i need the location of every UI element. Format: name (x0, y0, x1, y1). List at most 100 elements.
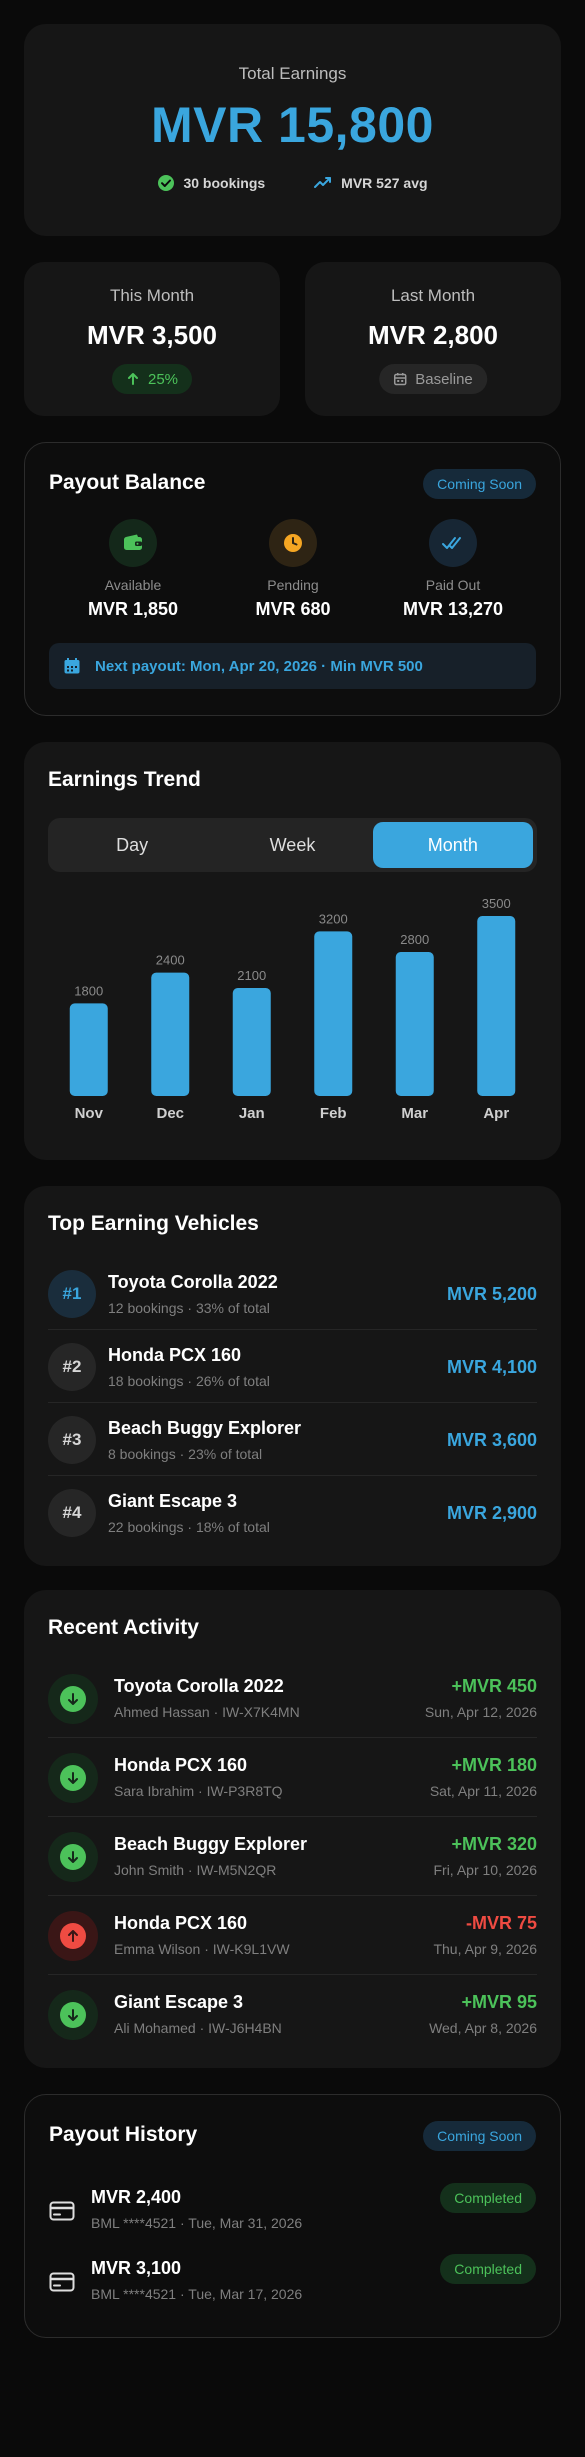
total-earnings-value: MVR 15,800 (151, 97, 434, 153)
coming-soon-badge: Coming Soon (423, 2121, 536, 2151)
average-stat: MVR 527 avg (313, 174, 428, 192)
this-month-card: This Month MVR 3,500 25% (24, 262, 280, 416)
recent-activity-title: Recent Activity (48, 1616, 199, 1639)
activity-customer: John Smith · IW-M5N2QR (114, 1862, 277, 1878)
earnings-trend-title: Earnings Trend (48, 768, 201, 791)
total-earnings-label: Total Earnings (238, 64, 347, 83)
activity-vehicle: Giant Escape 3 (114, 1992, 244, 2012)
activity-date: Fri, Apr 10, 2026 (433, 1862, 537, 1878)
wallet-icon (109, 519, 157, 567)
credit-card-icon (49, 2272, 75, 2292)
vehicle-earnings: MVR 2,900 (446, 1503, 537, 1523)
clock-icon (269, 519, 317, 567)
outgoing-icon (48, 1911, 98, 1961)
baseline-label: Baseline (415, 370, 473, 388)
bar-apr[interactable] (477, 916, 516, 1096)
activity-row[interactable]: Honda PCX 160 Emma Wilson · IW-K9L1VW -M… (48, 1897, 537, 1975)
activity-amount: +MVR 450 (451, 1676, 537, 1696)
tab-week[interactable]: Week (269, 834, 316, 855)
activity-row[interactable]: Beach Buggy Explorer John Smith · IW-M5N… (48, 1818, 537, 1896)
incoming-icon (48, 1674, 98, 1724)
activity-customer: Sara Ibrahim · IW-P3R8TQ (114, 1783, 283, 1799)
available-label: Available (104, 577, 162, 593)
payout-row[interactable]: MVR 3,100 BML ****4521 · Tue, Mar 17, 20… (49, 2252, 536, 2322)
bar-mar[interactable] (395, 952, 434, 1096)
activity-row[interactable]: Toyota Corolla 2022 Ahmed Hassan · IW-X7… (48, 1660, 537, 1738)
vehicle-name: Toyota Corolla 2022 (108, 1272, 278, 1292)
payout-amount: MVR 2,400 (91, 2187, 182, 2207)
bar-value-label: 3200 (319, 911, 348, 926)
x-tick-label: Apr (483, 1105, 509, 1122)
earnings-trend-card: Earnings Trend Day Week Month 1800 Nov 240… (24, 742, 561, 1160)
bar-feb[interactable] (314, 931, 353, 1096)
vehicle-earnings: MVR 4,100 (446, 1357, 537, 1377)
coming-soon-badge: Coming Soon (423, 469, 536, 499)
trending-up-icon (314, 177, 332, 188)
vehicle-name: Honda PCX 160 (108, 1345, 242, 1365)
payout-history-title: Payout History (49, 2123, 198, 2146)
payout-details: BML ****4521 · Tue, Mar 31, 2026 (91, 2215, 303, 2231)
payout-details: BML ****4521 · Tue, Mar 17, 2026 (91, 2286, 303, 2302)
activity-vehicle: Toyota Corolla 2022 (114, 1676, 284, 1696)
vehicle-row[interactable]: #3 Beach Buggy Explorer 8 bookings · 23%… (48, 1404, 537, 1476)
bar-dec[interactable] (151, 972, 190, 1096)
pending-value: MVR 680 (255, 599, 331, 619)
activity-date: Wed, Apr 8, 2026 (429, 2020, 537, 2036)
next-payout-text: Next payout: Mon, Apr 20, 2026 · Min MVR… (95, 657, 423, 675)
credit-card-icon (49, 2201, 75, 2221)
activity-vehicle: Beach Buggy Explorer (114, 1834, 308, 1854)
recent-activity-card: Recent Activity Toyota Corolla 2022 Ahme… (24, 1590, 561, 2068)
bar-value-label: 2100 (237, 968, 266, 983)
tab-month[interactable]: Month (372, 822, 533, 868)
last-month-card: Last Month MVR 2,800 Baseline (305, 262, 561, 416)
bar-value-label: 2800 (400, 932, 429, 947)
activity-date: Sat, Apr 11, 2026 (429, 1783, 537, 1799)
payout-history-card: Payout History Coming Soon MVR 2,400 BML… (24, 2094, 561, 2338)
activity-date: Sun, Apr 12, 2026 (424, 1704, 537, 1720)
activity-list: Toyota Corolla 2022 Ahmed Hassan · IW-X7… (24, 1660, 561, 2060)
bar-jan[interactable] (232, 988, 271, 1096)
payout-row[interactable]: MVR 2,400 BML ****4521 · Tue, Mar 31, 20… (49, 2181, 536, 2251)
payout-balance-title: Payout Balance (49, 471, 206, 494)
activity-customer: Ahmed Hassan · IW-X7K4MN (114, 1704, 300, 1720)
last-month-value: MVR 2,800 (367, 320, 499, 350)
payout-balance-card: Payout Balance Coming Soon Available MVR… (24, 442, 561, 716)
pending-balance: Pending MVR 680 (203, 519, 383, 620)
vehicle-row[interactable]: #1 Toyota Corolla 2022 12 bookings · 33%… (48, 1258, 537, 1330)
check-circle-icon (158, 175, 175, 191)
bar-value-label: 1800 (74, 983, 103, 998)
vehicle-name: Giant Escape 3 (108, 1491, 238, 1511)
vehicle-stats: 18 bookings · 26% of total (108, 1373, 270, 1389)
vehicle-name: Beach Buggy Explorer (108, 1418, 302, 1438)
activity-row[interactable]: Giant Escape 3 Ali Mohamed · IW-J6H4BN +… (48, 1976, 537, 2054)
this-month-label: This Month (109, 286, 195, 305)
vehicle-row[interactable]: #2 Honda PCX 160 18 bookings · 26% of to… (48, 1331, 537, 1403)
tab-day[interactable]: Day (116, 834, 149, 855)
vehicle-stats: 8 bookings · 23% of total (108, 1446, 263, 1462)
average-value: MVR 527 avg (341, 175, 428, 191)
bar-nov[interactable] (69, 1003, 108, 1096)
available-value: MVR 1,850 (87, 599, 179, 619)
bookings-stat: 30 bookings (157, 174, 265, 192)
x-tick-label: Mar (401, 1105, 428, 1122)
earnings-bar-chart: 1800 Nov 2400 Dec 2100 Jan 3200 Feb 2800 Mar 3500 A… (69, 896, 516, 1122)
next-payout-banner: Next payout: Mon, Apr 20, 2026 · Min MVR… (49, 643, 536, 689)
incoming-icon (48, 1990, 98, 2040)
pending-label: Pending (267, 577, 319, 593)
vehicle-list: #1 Toyota Corolla 2022 12 bookings · 33%… (24, 1258, 561, 1548)
x-tick-label: Nov (75, 1105, 104, 1122)
paid-out-balance: Paid Out MVR 13,270 (363, 519, 543, 620)
payout-amount: MVR 3,100 (91, 2258, 182, 2278)
x-tick-label: Jan (239, 1105, 265, 1122)
calendar-icon (393, 373, 407, 386)
vehicle-row[interactable]: #4 Giant Escape 3 22 bookings · 18% of t… (48, 1477, 537, 1549)
bookings-count: 30 bookings (183, 175, 266, 191)
incoming-icon (48, 1753, 98, 1803)
activity-amount: +MVR 95 (461, 1992, 537, 2012)
vehicle-earnings: MVR 5,200 (446, 1284, 537, 1304)
available-balance: Available MVR 1,850 (43, 519, 223, 620)
activity-customer: Emma Wilson · IW-K9L1VW (114, 1941, 290, 1957)
paid-out-label: Paid Out (425, 577, 481, 593)
activity-row[interactable]: Honda PCX 160 Sara Ibrahim · IW-P3R8TQ +… (48, 1739, 537, 1817)
rank-badge: #3 (48, 1416, 96, 1464)
